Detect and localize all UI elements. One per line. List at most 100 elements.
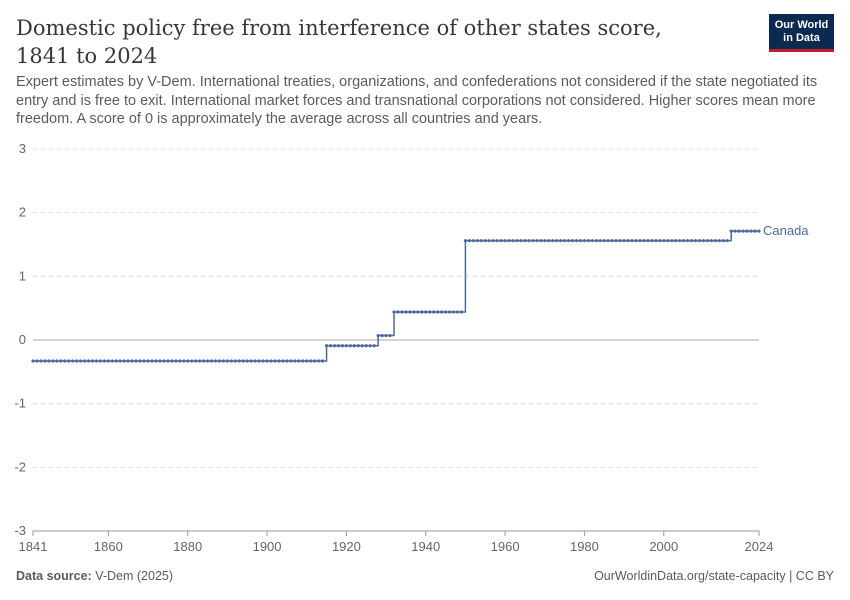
data-point[interactable]	[471, 239, 475, 243]
data-point[interactable]	[360, 344, 364, 348]
data-point[interactable]	[134, 359, 138, 363]
data-point[interactable]	[90, 359, 95, 363]
data-point[interactable]	[328, 344, 333, 348]
data-point[interactable]	[440, 310, 444, 314]
data-point[interactable]	[31, 359, 35, 363]
data-point[interactable]	[630, 239, 634, 243]
data-point[interactable]	[527, 239, 531, 243]
data-point[interactable]	[416, 310, 420, 314]
data-point[interactable]	[610, 239, 614, 243]
data-point[interactable]	[217, 359, 222, 363]
data-point[interactable]	[598, 239, 602, 243]
data-point[interactable]	[368, 344, 372, 348]
data-point[interactable]	[162, 359, 166, 363]
data-point[interactable]	[190, 359, 194, 363]
data-point[interactable]	[634, 239, 638, 243]
data-point[interactable]	[674, 239, 678, 243]
data-point[interactable]	[273, 359, 277, 363]
data-point[interactable]	[79, 359, 83, 363]
data-point[interactable]	[443, 310, 448, 314]
data-point[interactable]	[666, 239, 670, 243]
data-point[interactable]	[622, 239, 626, 243]
data-point[interactable]	[63, 359, 67, 363]
data-point[interactable]	[194, 359, 198, 363]
data-point[interactable]	[745, 229, 749, 233]
data-point[interactable]	[35, 359, 39, 363]
data-point[interactable]	[479, 239, 483, 243]
data-point[interactable]	[47, 359, 51, 363]
data-point[interactable]	[265, 359, 269, 363]
data-point[interactable]	[289, 359, 293, 363]
data-point[interactable]	[499, 239, 503, 243]
data-point[interactable]	[75, 359, 79, 363]
data-point[interactable]	[340, 344, 345, 348]
data-point[interactable]	[602, 239, 606, 243]
data-point[interactable]	[555, 239, 559, 243]
data-point[interactable]	[515, 239, 519, 243]
data-point[interactable]	[733, 229, 737, 233]
data-point[interactable]	[332, 344, 337, 348]
data-point[interactable]	[638, 239, 642, 243]
data-point[interactable]	[511, 239, 515, 243]
data-point[interactable]	[305, 359, 309, 363]
data-point[interactable]	[586, 239, 591, 243]
data-point[interactable]	[412, 310, 416, 314]
data-point[interactable]	[523, 239, 527, 243]
data-point[interactable]	[344, 344, 349, 348]
data-point[interactable]	[221, 359, 226, 363]
data-point[interactable]	[626, 239, 630, 243]
data-point[interactable]	[396, 310, 400, 314]
data-point[interactable]	[420, 310, 424, 314]
data-point[interactable]	[356, 344, 360, 348]
data-point[interactable]	[451, 310, 456, 314]
data-point[interactable]	[725, 239, 729, 243]
data-point[interactable]	[317, 359, 321, 363]
data-point[interactable]	[170, 359, 174, 363]
data-point[interactable]	[281, 359, 285, 363]
data-point[interactable]	[297, 359, 301, 363]
data-point[interactable]	[753, 229, 757, 233]
data-point[interactable]	[447, 310, 452, 314]
source-url[interactable]: OurWorldinData.org/state-capacity | CC B…	[594, 569, 834, 583]
data-point[interactable]	[428, 310, 432, 314]
data-point[interactable]	[737, 229, 741, 233]
data-point[interactable]	[551, 239, 555, 243]
data-point[interactable]	[757, 229, 761, 233]
data-point[interactable]	[245, 359, 249, 363]
data-point[interactable]	[642, 239, 646, 243]
data-point[interactable]	[71, 359, 75, 363]
data-point[interactable]	[102, 359, 107, 363]
data-point[interactable]	[209, 359, 214, 363]
data-point[interactable]	[205, 359, 210, 363]
data-point[interactable]	[436, 310, 440, 314]
data-point[interactable]	[336, 344, 341, 348]
data-point[interactable]	[94, 359, 99, 363]
data-point[interactable]	[352, 344, 356, 348]
data-point[interactable]	[301, 359, 305, 363]
data-point[interactable]	[463, 239, 468, 243]
data-point[interactable]	[166, 359, 170, 363]
data-point[interactable]	[697, 239, 702, 243]
data-point[interactable]	[594, 239, 598, 243]
data-point[interactable]	[261, 359, 265, 363]
data-point[interactable]	[491, 239, 495, 243]
data-point[interactable]	[178, 359, 182, 363]
data-point[interactable]	[376, 333, 380, 338]
data-point[interactable]	[313, 359, 317, 363]
data-point[interactable]	[233, 359, 237, 363]
data-point[interactable]	[59, 359, 63, 363]
data-point[interactable]	[547, 239, 551, 243]
data-point[interactable]	[606, 239, 610, 243]
data-point[interactable]	[201, 359, 206, 363]
data-point[interactable]	[685, 239, 690, 243]
data-point[interactable]	[182, 359, 186, 363]
data-point[interactable]	[424, 310, 428, 314]
data-point[interactable]	[455, 310, 460, 314]
data-point[interactable]	[364, 344, 368, 348]
data-point[interactable]	[713, 239, 717, 243]
data-point[interactable]	[324, 344, 329, 348]
data-point[interactable]	[539, 239, 543, 243]
data-point[interactable]	[257, 359, 261, 363]
data-point[interactable]	[693, 239, 698, 243]
data-point[interactable]	[618, 239, 622, 243]
